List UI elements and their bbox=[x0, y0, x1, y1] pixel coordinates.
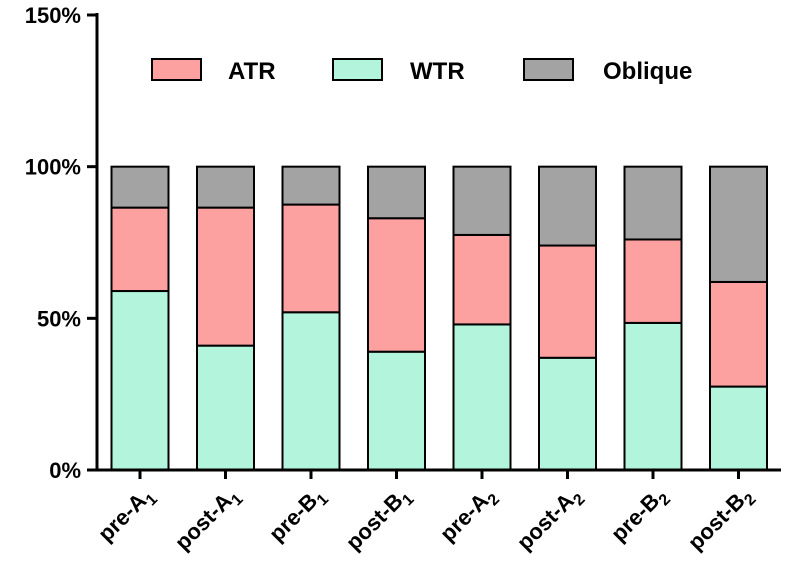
bar-segment-atr-1 bbox=[110, 206, 170, 293]
bar-segment-atr-4 bbox=[367, 217, 426, 353]
x-tick-label: pre-B2 bbox=[606, 482, 674, 550]
legend-label-atr: ATR bbox=[228, 58, 276, 85]
y-tick-label: 0% bbox=[49, 458, 81, 483]
bar-segment-atr-6 bbox=[538, 244, 597, 359]
x-tick-label: post-A1 bbox=[170, 482, 247, 559]
y-tick-label: 50% bbox=[37, 306, 81, 331]
bar-segment-oblique-4 bbox=[367, 165, 426, 220]
x-tick-label: post-B1 bbox=[341, 482, 418, 559]
bar-segment-oblique-2 bbox=[196, 165, 255, 209]
bar-segment-atr-8 bbox=[709, 280, 768, 388]
bar-segment-oblique-7 bbox=[623, 165, 683, 241]
legend-swatch-wtr bbox=[332, 58, 383, 81]
bar-segment-wtr-7 bbox=[623, 321, 683, 471]
bar-segment-atr-3 bbox=[281, 203, 341, 314]
axes: 0% 50% 100% 150% bbox=[25, 3, 781, 483]
bar-segment-atr-7 bbox=[623, 238, 683, 324]
bars bbox=[110, 165, 768, 472]
legend-swatch-atr bbox=[151, 58, 202, 81]
bar-segment-atr-2 bbox=[196, 206, 255, 347]
bar-segment-wtr-5 bbox=[452, 323, 512, 471]
x-tick-label: post-B2 bbox=[683, 482, 760, 559]
bar-segment-oblique-8 bbox=[709, 165, 768, 283]
bar-segment-oblique-5 bbox=[452, 165, 512, 236]
legend-label-wtr: WTR bbox=[410, 58, 465, 85]
x-tick-label: pre-A2 bbox=[435, 482, 503, 550]
bar-segment-oblique-6 bbox=[538, 165, 597, 247]
bar-segment-oblique-1 bbox=[110, 165, 170, 209]
x-tick-label: pre-A1 bbox=[93, 482, 161, 550]
y-tick-label: 150% bbox=[25, 3, 81, 28]
bar-segment-atr-5 bbox=[452, 233, 512, 326]
bar-segment-wtr-8 bbox=[709, 385, 768, 472]
bar-segment-wtr-4 bbox=[367, 350, 426, 472]
x-tick-labels: pre-A1 post-A1 pre-B1 post-B1 pre-A2 post-A2 p… bbox=[93, 482, 760, 559]
legend-label-oblique: Oblique bbox=[603, 58, 692, 85]
y-tick-label: 100% bbox=[25, 155, 81, 180]
x-tick-label: pre-B1 bbox=[264, 482, 332, 550]
bar-segment-oblique-3 bbox=[281, 165, 341, 206]
x-tick-label: post-A2 bbox=[512, 482, 589, 559]
bar-segment-wtr-3 bbox=[281, 311, 341, 471]
legend-swatch-oblique bbox=[523, 58, 574, 81]
bar-segment-wtr-6 bbox=[538, 356, 597, 471]
bar-segment-wtr-2 bbox=[196, 344, 255, 471]
legend: ATR WTR Oblique bbox=[151, 58, 692, 85]
bar-segment-wtr-1 bbox=[110, 290, 170, 471]
